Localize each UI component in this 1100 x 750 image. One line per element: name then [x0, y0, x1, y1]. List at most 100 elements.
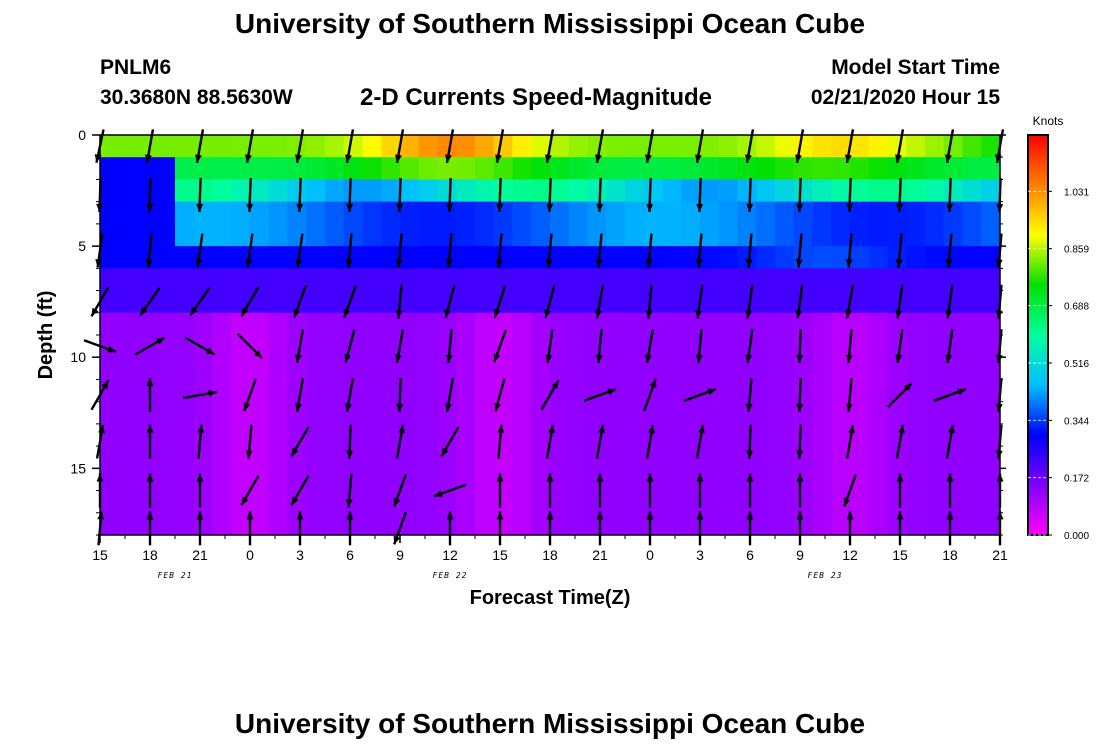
- date-label: FEB 22: [433, 571, 468, 580]
- y-tick-label: 5: [78, 238, 86, 254]
- current-vector: [145, 233, 153, 268]
- current-vector: [344, 329, 356, 363]
- current-vector: [695, 424, 706, 459]
- x-tick-label: 15: [892, 547, 908, 563]
- current-vector: [134, 336, 166, 356]
- colorbar-tick-label: 1.031: [1064, 187, 1089, 198]
- current-vector: [945, 329, 954, 364]
- current-vector: [343, 285, 357, 319]
- current-vector: [583, 388, 617, 402]
- current-vector: [746, 473, 754, 508]
- current-vector: [394, 329, 405, 364]
- current-vector: [290, 475, 310, 506]
- current-vector: [645, 233, 653, 268]
- current-vector: [240, 286, 260, 317]
- x-tick-label: 18: [542, 547, 558, 563]
- current-vector: [546, 473, 554, 508]
- current-vector: [433, 483, 467, 498]
- current-vector: [796, 424, 804, 459]
- current-vector: [493, 329, 507, 363]
- current-vector: [544, 284, 556, 319]
- current-vector: [595, 329, 603, 364]
- current-vector: [246, 177, 254, 213]
- current-vector: [695, 329, 703, 364]
- current-vector: [796, 473, 804, 508]
- chart-subtitle: 2-D Currents Speed-Magnitude: [360, 84, 713, 111]
- current-vector: [745, 284, 754, 319]
- x-tick-label: 21: [992, 547, 1008, 563]
- current-vector: [245, 424, 253, 459]
- current-vector: [645, 284, 653, 319]
- current-vector: [845, 329, 853, 364]
- current-vector: [197, 424, 205, 459]
- colorbar-tick-label: 0.000: [1064, 531, 1089, 542]
- x-tick-label: 3: [296, 547, 304, 563]
- footer-title: University of Southern Mississippi Ocean…: [234, 708, 866, 739]
- y-tick-label: 0: [78, 127, 86, 143]
- current-vector: [945, 233, 953, 268]
- model-start-label: Model Start Time: [831, 56, 1000, 79]
- current-vector: [346, 424, 354, 459]
- current-vector: [146, 177, 154, 213]
- current-vector: [594, 284, 605, 319]
- x-tick-label: 15: [492, 547, 508, 563]
- current-vector: [946, 177, 954, 213]
- current-vector: [446, 177, 454, 213]
- current-vector: [895, 329, 904, 364]
- current-vector: [695, 284, 704, 319]
- current-vector: [496, 177, 504, 213]
- x-tick-label: 9: [796, 547, 804, 563]
- y-axis: 0 5 10 15: [70, 127, 1006, 536]
- colorbar-tick-label: 0.516: [1064, 359, 1089, 370]
- current-vector: [146, 378, 154, 412]
- current-vector: [696, 473, 704, 508]
- current-vector: [795, 233, 803, 268]
- current-vector: [595, 424, 606, 459]
- current-vector: [183, 389, 217, 400]
- current-vector: [290, 426, 310, 457]
- current-vector: [545, 329, 554, 364]
- current-vector: [139, 287, 161, 317]
- current-vector: [745, 233, 753, 268]
- current-vector: [196, 177, 204, 213]
- current-vector: [845, 377, 853, 413]
- x-tick-label: 3: [696, 547, 704, 563]
- current-vector: [146, 473, 154, 508]
- current-vector: [596, 473, 604, 508]
- current-vector: [345, 473, 353, 508]
- current-vector: [645, 424, 656, 459]
- current-vector: [146, 424, 154, 459]
- current-vector: [296, 177, 304, 213]
- colorbar-tick-label: 0.344: [1064, 416, 1089, 427]
- station-id: PNLM6: [100, 56, 172, 79]
- current-vector: [294, 378, 305, 412]
- x-tick-label: 6: [746, 547, 754, 563]
- current-vector: [345, 233, 353, 268]
- y-tick-label: 10: [70, 349, 86, 365]
- current-vector: [795, 284, 804, 319]
- current-vector: [796, 177, 804, 213]
- current-vector: [843, 474, 857, 507]
- current-vector: [683, 388, 717, 402]
- x-tick-label: 12: [842, 547, 858, 563]
- current-vector: [494, 378, 506, 412]
- current-vector: [196, 473, 204, 508]
- current-vector: [646, 177, 654, 213]
- x-tick-label: 18: [142, 547, 158, 563]
- current-vector: [844, 284, 855, 319]
- current-vector: [496, 473, 504, 508]
- current-vector: [295, 233, 304, 268]
- current-vector: [845, 233, 853, 268]
- current-vector: [896, 473, 904, 508]
- current-vector: [395, 424, 406, 459]
- current-vector: [189, 287, 211, 317]
- current-vector: [895, 424, 906, 459]
- current-vector: [796, 377, 804, 413]
- current-vector: [243, 378, 257, 412]
- current-vector: [495, 233, 503, 268]
- current-vector: [845, 424, 856, 459]
- current-vector: [393, 511, 407, 545]
- current-vector: [545, 424, 556, 459]
- current-vector: [745, 377, 753, 413]
